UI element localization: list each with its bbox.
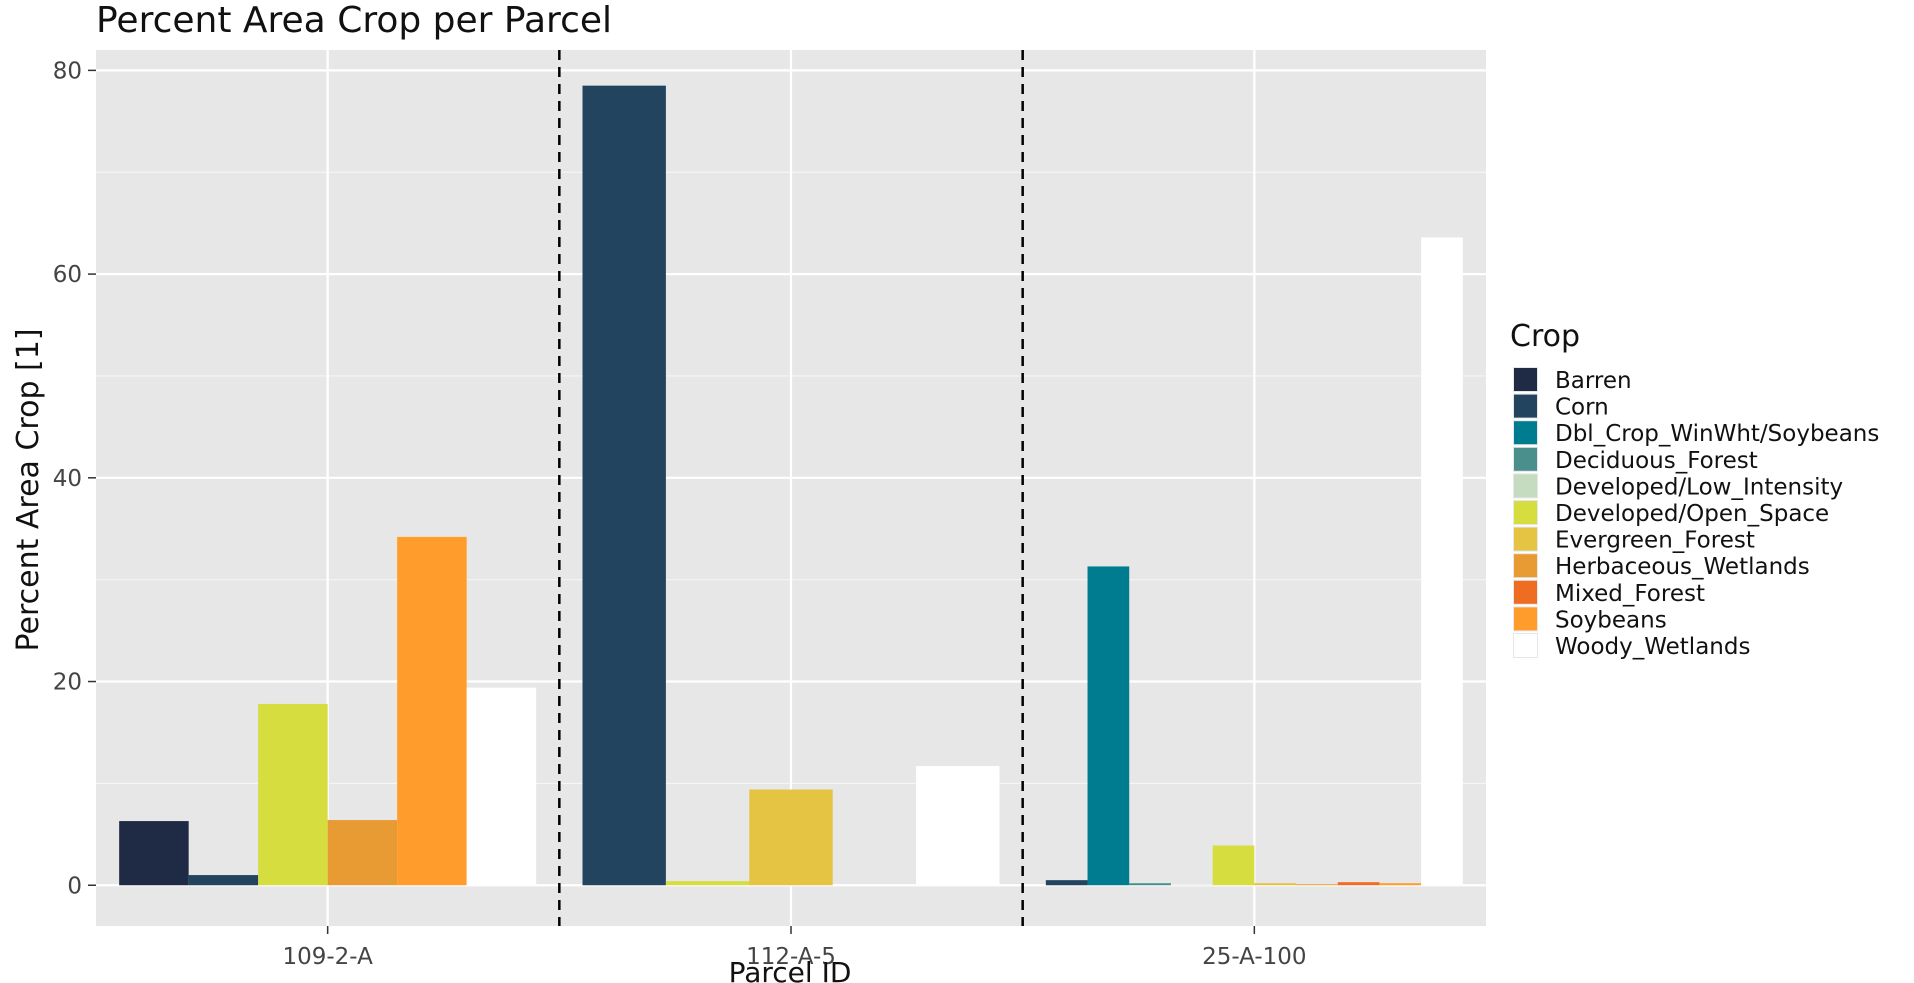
x-tick-label: 25-A-100 (1202, 944, 1307, 970)
legend-label: Mixed_Forest (1555, 581, 1705, 607)
bar-soybeans-25-a-100 (1379, 883, 1422, 886)
legend-label: Developed/Low_Intensity (1555, 474, 1843, 500)
bar-evergreen-forest-25-a-100 (1254, 883, 1297, 886)
bar-corn-112-a-5 (582, 85, 666, 886)
legend-swatch (1514, 527, 1537, 551)
bar-corn-109-2-a (188, 875, 259, 886)
legend-label: Evergreen_Forest (1555, 528, 1755, 554)
legend-label: Corn (1555, 395, 1609, 421)
y-tick-label: 80 (53, 58, 82, 84)
legend-label: Herbaceous_Wetlands (1555, 554, 1810, 580)
bar-mixed-forest-25-a-100 (1337, 882, 1380, 886)
bar-barren-109-2-a (119, 821, 189, 886)
y-tick-label: 0 (67, 873, 82, 899)
bar-woody-wetlands-25-a-100 (1421, 237, 1463, 886)
legend: Crop BarrenCornDbl_Crop_WinWht/SoybeansD… (1510, 319, 1879, 660)
bar-herbaceous-wetlands-25-a-100 (1296, 884, 1338, 886)
legend-label: Deciduous_Forest (1555, 448, 1758, 474)
x-axis: 109-2-A 112-A-5 25-A-100 (282, 926, 1307, 970)
x-axis-label: Parcel ID (729, 956, 852, 983)
x-tick-label: 109-2-A (282, 944, 373, 970)
bar-developed-open-space-109-2-a (258, 703, 328, 886)
bar-developed-low-intensity-25-a-100 (1170, 884, 1213, 886)
y-tick-label: 40 (53, 466, 82, 492)
legend-label: Barren (1555, 368, 1632, 394)
bar-soybeans-109-2-a (397, 536, 467, 886)
legend-label: Developed/Open_Space (1555, 501, 1829, 527)
legend-swatch (1514, 368, 1537, 391)
bars (119, 85, 1463, 886)
legend-label: Soybeans (1555, 607, 1667, 633)
bar-woody-wetlands-112-a-5 (916, 766, 1000, 886)
legend-swatch (1514, 447, 1537, 471)
bar-dbl-crop-winwht-soybeans-25-a-100 (1087, 566, 1130, 886)
bar-evergreen-forest-112-a-5 (749, 789, 833, 886)
bar-corn-25-a-100 (1045, 880, 1088, 886)
legend-swatch (1514, 634, 1537, 657)
chart-title: Percent Area Crop per Parcel (96, 0, 612, 41)
bar-developed-open-space-112-a-5 (665, 881, 750, 886)
y-axis: 0 20 40 60 80 (53, 58, 96, 899)
y-axis-label: Percent Area Crop [1] (11, 328, 46, 651)
y-tick-label: 60 (53, 262, 82, 288)
legend-label: Woody_Wetlands (1555, 634, 1750, 660)
legend-swatch (1514, 607, 1537, 631)
y-tick-label: 20 (53, 670, 82, 696)
bar-woody-wetlands-109-2-a (466, 687, 537, 886)
x-tick-label: 112-A-5 (746, 944, 836, 970)
legend-swatch (1514, 394, 1537, 418)
legend-swatch (1514, 554, 1537, 578)
bar-herbaceous-wetlands-109-2-a (327, 820, 398, 886)
bar-developed-open-space-25-a-100 (1212, 845, 1255, 886)
legend-label: Dbl_Crop_WinWht/Soybeans (1555, 421, 1879, 447)
legend-swatch (1514, 580, 1537, 604)
legend-swatch (1514, 501, 1537, 524)
legend-title: Crop (1510, 319, 1580, 354)
bar-deciduous-forest-25-a-100 (1129, 883, 1171, 886)
legend-swatch (1514, 421, 1537, 445)
legend-swatch (1514, 474, 1537, 498)
